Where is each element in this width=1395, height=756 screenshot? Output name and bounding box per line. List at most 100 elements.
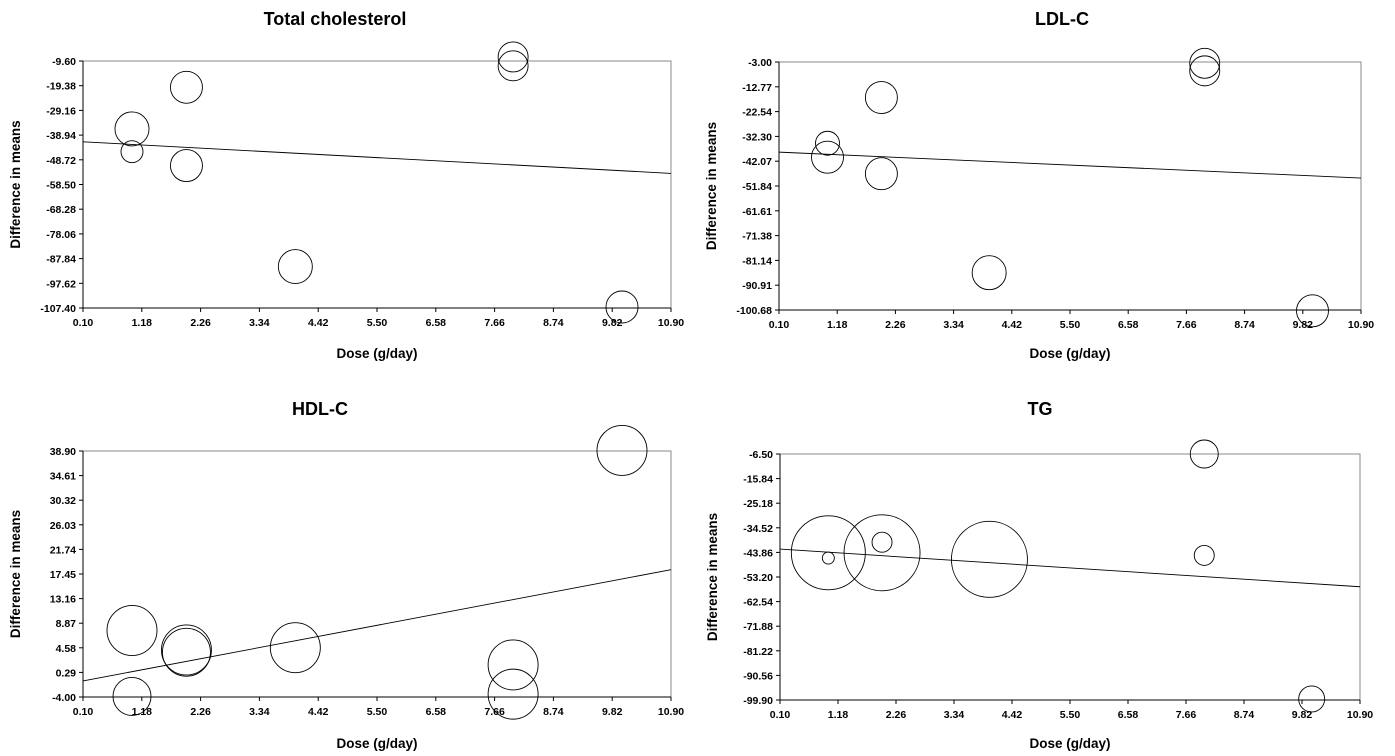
x-tick-label: 8.74	[1234, 709, 1255, 721]
y-tick-label: -51.84	[742, 181, 772, 193]
x-tick-label: 7.66	[1176, 709, 1197, 721]
chart-title: Total cholesterol	[264, 9, 407, 29]
x-tick-label: 0.10	[769, 319, 790, 331]
x-tick-label: 1.18	[827, 319, 848, 331]
data-bubble	[1189, 439, 1219, 469]
y-axis-label: Difference in means	[8, 510, 23, 638]
x-tick-label: 9.82	[1293, 319, 1314, 331]
chart-panel-3: HDL-C Dose (g/day) Difference in means 0.10…	[8, 399, 684, 751]
y-tick-label: -15.84	[743, 474, 773, 486]
x-tick-label: 3.34	[249, 706, 270, 718]
x-tick-label: 9.82	[1292, 709, 1313, 721]
x-tick-label: 10.90	[1348, 319, 1374, 331]
data-bubble	[605, 290, 639, 324]
y-tick-label: -32.30	[742, 131, 772, 143]
x-tick-label: 3.34	[249, 317, 270, 329]
regression-line	[778, 151, 1362, 179]
y-tick-label: -19.38	[46, 81, 76, 93]
chart-title: TG	[1028, 399, 1053, 419]
data-bubble	[277, 249, 313, 285]
y-tick-label: -90.91	[742, 280, 772, 292]
x-tick-label: 2.26	[190, 706, 211, 718]
y-tick-label: 8.87	[56, 618, 77, 630]
x-tick-label: 7.66	[1176, 319, 1197, 331]
x-tick-label: 5.50	[1060, 709, 1081, 721]
x-tick-label: 4.42	[1002, 319, 1023, 331]
regression-line	[82, 569, 672, 682]
y-tick-label: -29.16	[46, 105, 76, 117]
x-tick-label: 10.90	[1347, 709, 1373, 721]
x-tick-label: 10.90	[658, 706, 684, 718]
data-bubble	[821, 551, 835, 565]
x-tick-label: 0.10	[73, 317, 94, 329]
data-bubble	[950, 520, 1028, 598]
x-tick-label: 3.34	[944, 709, 965, 721]
plot-frame	[82, 60, 672, 309]
data-bubble	[169, 70, 203, 104]
data-bubble	[497, 50, 529, 82]
y-tick-label: -25.18	[743, 498, 773, 510]
y-tick-label: -78.06	[46, 229, 76, 241]
data-bubble	[487, 668, 539, 720]
y-tick-label: -6.50	[749, 449, 773, 461]
x-tick-label: 3.34	[943, 319, 964, 331]
chart-title: HDL-C	[292, 399, 348, 419]
y-tick-label: -81.22	[743, 646, 773, 658]
y-tick-label: 0.29	[56, 667, 77, 679]
y-tick-label: -58.50	[46, 180, 76, 192]
data-bubble	[160, 624, 212, 676]
y-tick-label: -81.14	[742, 255, 772, 267]
x-tick-label: 7.66	[484, 317, 505, 329]
x-axis-label: Dose (g/day)	[336, 346, 417, 361]
plot-frame	[82, 450, 672, 698]
chart-panel-2: LDL-C Dose (g/day) Difference in means 0.10…	[704, 9, 1374, 361]
data-bubble	[269, 622, 321, 674]
y-tick-label: -62.54	[743, 597, 773, 609]
x-axis-label: Dose (g/day)	[336, 736, 417, 751]
x-tick-label: 1.18	[828, 709, 849, 721]
x-tick-label: 6.58	[426, 706, 447, 718]
x-tick-label: 8.74	[543, 317, 564, 329]
x-axis-label: Dose (g/day)	[1029, 346, 1110, 361]
x-tick-label: 10.90	[658, 317, 684, 329]
data-bubble	[1298, 685, 1326, 713]
y-tick-label: 30.32	[50, 495, 76, 507]
data-bubble	[864, 81, 898, 114]
y-tick-label: 17.45	[50, 569, 76, 581]
data-bubble	[161, 627, 211, 677]
y-tick-label: -87.84	[46, 254, 76, 266]
x-tick-label: 5.50	[367, 317, 388, 329]
y-tick-label: -97.62	[46, 278, 76, 290]
data-bubble	[487, 639, 539, 691]
y-tick-label: -3.00	[748, 57, 772, 69]
data-bubble	[1189, 55, 1221, 87]
data-bubble	[811, 140, 844, 174]
data-bubble	[114, 111, 150, 147]
x-tick-label: 0.10	[73, 706, 94, 718]
x-tick-label: 4.42	[308, 317, 329, 329]
data-bubble	[120, 140, 144, 164]
x-tick-label: 9.82	[602, 317, 623, 329]
y-tick-label: -100.68	[736, 305, 772, 317]
data-bubble	[1189, 47, 1221, 79]
y-tick-label: 34.61	[50, 471, 76, 483]
x-tick-label: 1.18	[132, 706, 153, 718]
y-tick-label: -42.07	[742, 156, 772, 168]
x-tick-label: 0.10	[770, 709, 791, 721]
x-tick-label: 4.42	[1002, 709, 1023, 721]
x-tick-label: 2.26	[885, 319, 906, 331]
data-bubble	[1193, 544, 1215, 566]
chart-panel-4: TG Dose (g/day) Difference in means 0.10 1.1…	[705, 399, 1373, 751]
data-bubble	[864, 157, 898, 191]
y-tick-label: 4.58	[56, 643, 77, 655]
y-tick-label: 13.16	[50, 594, 76, 606]
x-tick-label: 8.74	[543, 706, 564, 718]
data-bubble	[843, 514, 921, 592]
chart-panel-1: Total cholesterol Dose (g/day) Difference …	[8, 9, 684, 361]
regression-line	[779, 548, 1361, 588]
x-tick-label: 6.58	[1118, 319, 1139, 331]
y-tick-label: -53.20	[743, 572, 773, 584]
data-bubble	[971, 255, 1007, 291]
chart-title: LDL-C	[1035, 9, 1089, 29]
